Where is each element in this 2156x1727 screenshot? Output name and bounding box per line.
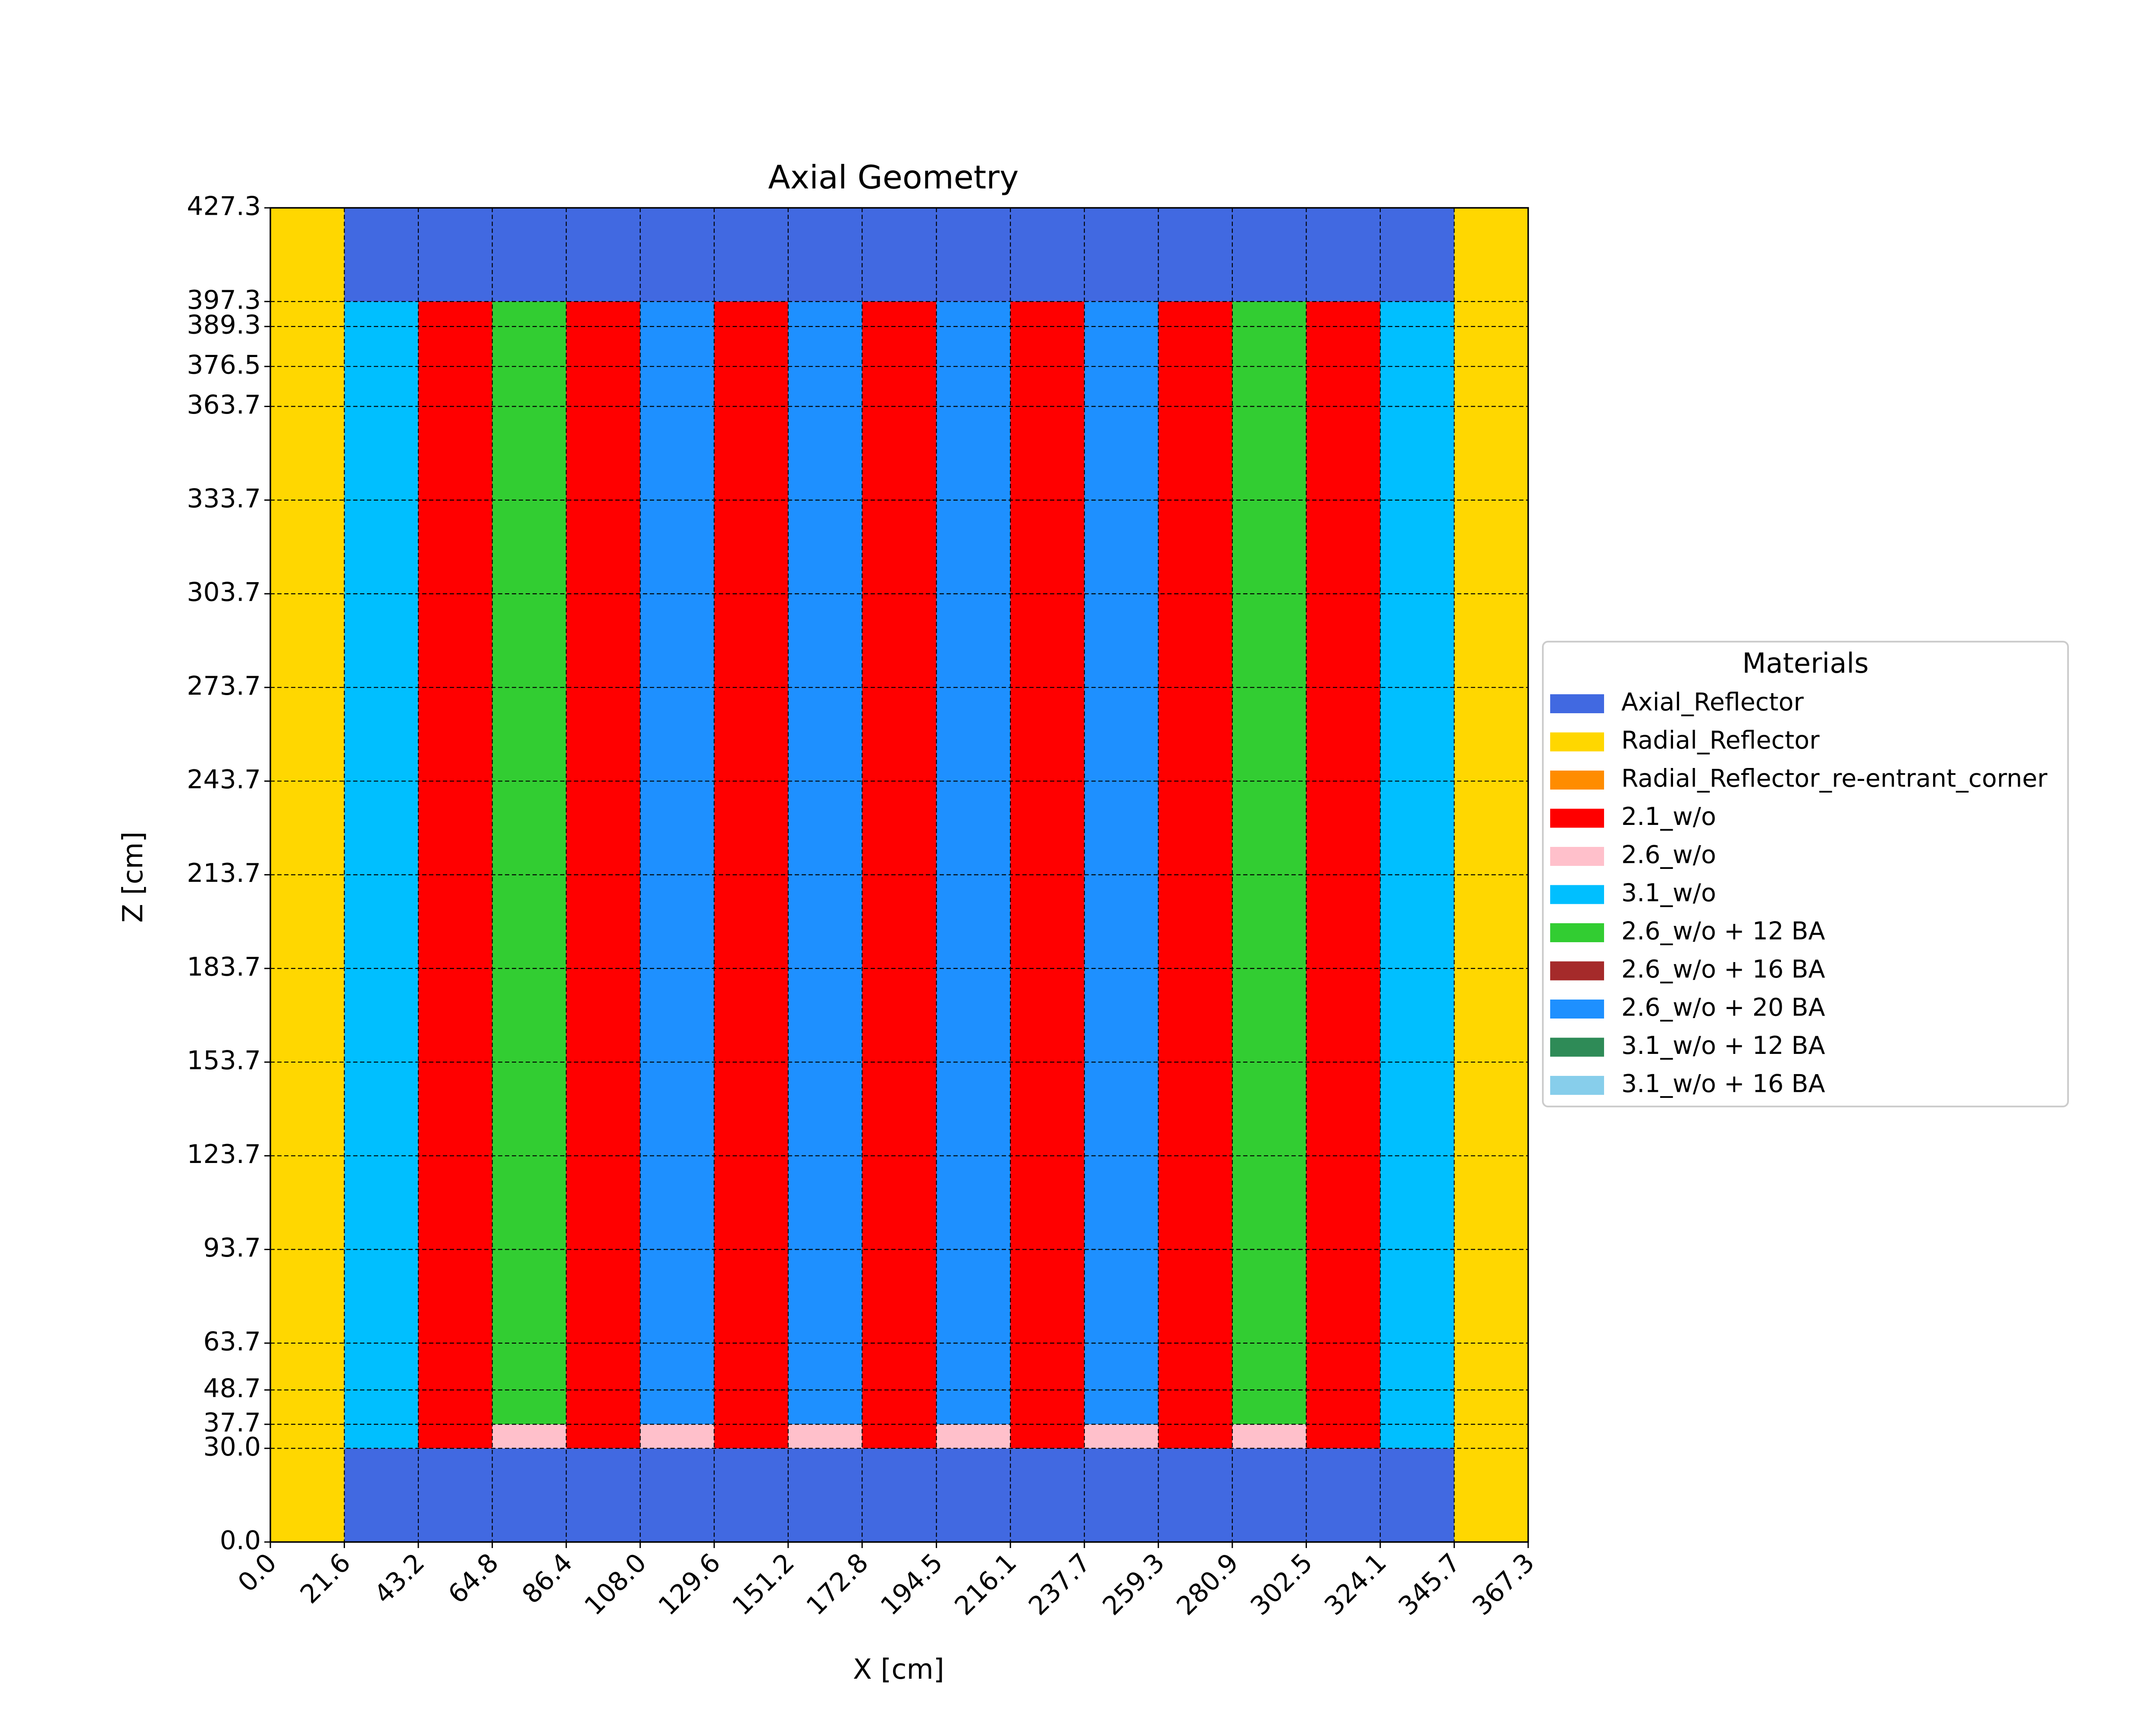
region-2-6-w-o-20-ba-18 — [1084, 301, 1159, 1425]
x-tick-label-13: 280.9 — [1171, 1548, 1244, 1621]
region-2-6-w-o-16 — [936, 1424, 1011, 1448]
legend-swatch-3-1-w-o-16-ba — [1550, 1076, 1604, 1095]
legend-swatch-radial-reflector — [1550, 732, 1604, 752]
x-tick-label-17: 367.3 — [1467, 1548, 1540, 1621]
x-tick-label-4: 86.4 — [517, 1548, 579, 1610]
legend-swatch-2-1-w-o — [1550, 809, 1604, 828]
x-tick-label-11: 237.7 — [1023, 1548, 1097, 1621]
y-tick-label-2: 37.7 — [203, 1408, 261, 1438]
x-tick-label-2: 43.2 — [368, 1548, 430, 1610]
region-2-6-w-o-12-ba-6 — [492, 301, 567, 1425]
y-tick-label-7: 153.7 — [187, 1046, 261, 1076]
region-2-6-w-o-10 — [640, 1424, 714, 1448]
region-2-6-w-o-19 — [1084, 1424, 1159, 1448]
legend-swatch-2-6-w-o — [1550, 847, 1604, 866]
legend-swatch-2-6-w-o-16-ba — [1550, 961, 1604, 981]
legend-swatch-axial-reflector — [1550, 694, 1604, 713]
legend-label-radial-reflector-re-entrant-corner: Radial_Reflector_re-entrant_corner — [1621, 765, 2048, 793]
y-tick-label-4: 63.7 — [203, 1326, 261, 1357]
legend-swatch-radial-reflector-re-entrant-corner — [1550, 771, 1604, 790]
x-tick-label-9: 194.5 — [875, 1548, 949, 1621]
legend-entries: Axial_Reflector Radial_Reflector Radial_Re… — [1550, 688, 2048, 1098]
region-2-6-w-o-12-ba-21 — [1232, 301, 1307, 1425]
y-tick-label-11: 273.7 — [187, 671, 261, 701]
y-tick-label-17: 397.3 — [187, 285, 261, 315]
legend-label-2-6-w-o-16-ba: 2.6_w/o + 16 BA — [1621, 955, 1825, 984]
region-2-6-w-o-20-ba-15 — [936, 301, 1011, 1425]
legend-label-radial-reflector: Radial_Reflector — [1621, 726, 1820, 755]
y-tick-label-18: 427.3 — [187, 191, 261, 222]
legend-label-2-6-w-o-20-ba: 2.6_w/o + 20 BA — [1621, 994, 1825, 1022]
region-2-6-w-o-7 — [492, 1424, 567, 1448]
legend-box — [1542, 641, 2069, 1107]
legend: Materials Axial_Reflector Radial_Reflecto… — [1542, 641, 2069, 1107]
legend-title: Materials — [1742, 648, 1868, 680]
x-tick-label-12: 259.3 — [1097, 1548, 1171, 1621]
x-tick-label-1: 21.6 — [295, 1548, 357, 1610]
y-tick-label-16: 389.3 — [187, 310, 261, 340]
y-tick-label-15: 376.5 — [187, 350, 261, 380]
legend-swatch-2-6-w-o-20-ba — [1550, 1000, 1604, 1019]
region-axial-reflector-2 — [344, 208, 1454, 302]
y-tick-label-3: 48.7 — [203, 1373, 261, 1404]
legend-label-2-6-w-o-12-ba: 2.6_w/o + 12 BA — [1621, 917, 1825, 946]
x-tick-label-3: 64.8 — [442, 1548, 505, 1610]
y-tick-label-8: 183.7 — [187, 952, 261, 982]
y-tick-label-10: 243.7 — [187, 765, 261, 795]
legend-label-3-1-w-o-12-ba: 3.1_w/o + 12 BA — [1621, 1031, 1825, 1060]
x-tick-label-16: 345.7 — [1393, 1548, 1467, 1621]
x-tick-label-7: 151.2 — [727, 1548, 800, 1621]
x-tick-label-14: 302.5 — [1245, 1548, 1319, 1621]
legend-label-2-6-w-o: 2.6_w/o — [1621, 841, 1716, 869]
x-tick-label-5: 108.0 — [579, 1548, 652, 1621]
x-tick-label-15: 324.1 — [1319, 1548, 1392, 1621]
x-axis-label: X [cm] — [853, 1654, 944, 1686]
y-tick-label-5: 93.7 — [203, 1233, 261, 1263]
legend-label-3-1-w-o-16-ba: 3.1_w/o + 16 BA — [1621, 1070, 1825, 1098]
region-2-6-w-o-20-ba-9 — [640, 301, 714, 1425]
x-tick-label-8: 172.8 — [801, 1548, 874, 1621]
y-axis-label: Z [cm] — [117, 831, 149, 923]
region-axial-reflector-3 — [344, 1448, 1454, 1542]
y-tick-label-9: 213.7 — [187, 858, 261, 888]
region-2-6-w-o-20-ba-12 — [788, 301, 862, 1425]
legend-label-3-1-w-o: 3.1_w/o — [1621, 879, 1716, 907]
x-tick-label-6: 129.6 — [653, 1548, 727, 1621]
legend-swatch-3-1-w-o-12-ba — [1550, 1037, 1604, 1057]
y-tick-label-14: 363.7 — [187, 390, 261, 420]
region-2-6-w-o-22 — [1232, 1424, 1307, 1448]
y-tick-label-12: 303.7 — [187, 577, 261, 608]
y-tick-label-1: 30.0 — [203, 1432, 261, 1462]
legend-label-axial-reflector: Axial_Reflector — [1621, 688, 1804, 717]
y-tick-label-13: 333.7 — [187, 483, 261, 514]
y-tick-label-6: 123.7 — [187, 1139, 261, 1169]
x-tick-label-10: 216.1 — [949, 1548, 1023, 1621]
y-tick-label-0: 0.0 — [220, 1526, 261, 1556]
chart-title: Axial Geometry — [768, 158, 1018, 196]
legend-swatch-2-6-w-o-12-ba — [1550, 923, 1604, 942]
legend-swatch-3-1-w-o — [1550, 885, 1604, 904]
legend-label-2-1-w-o: 2.1_w/o — [1621, 802, 1716, 831]
region-2-6-w-o-13 — [788, 1424, 862, 1448]
